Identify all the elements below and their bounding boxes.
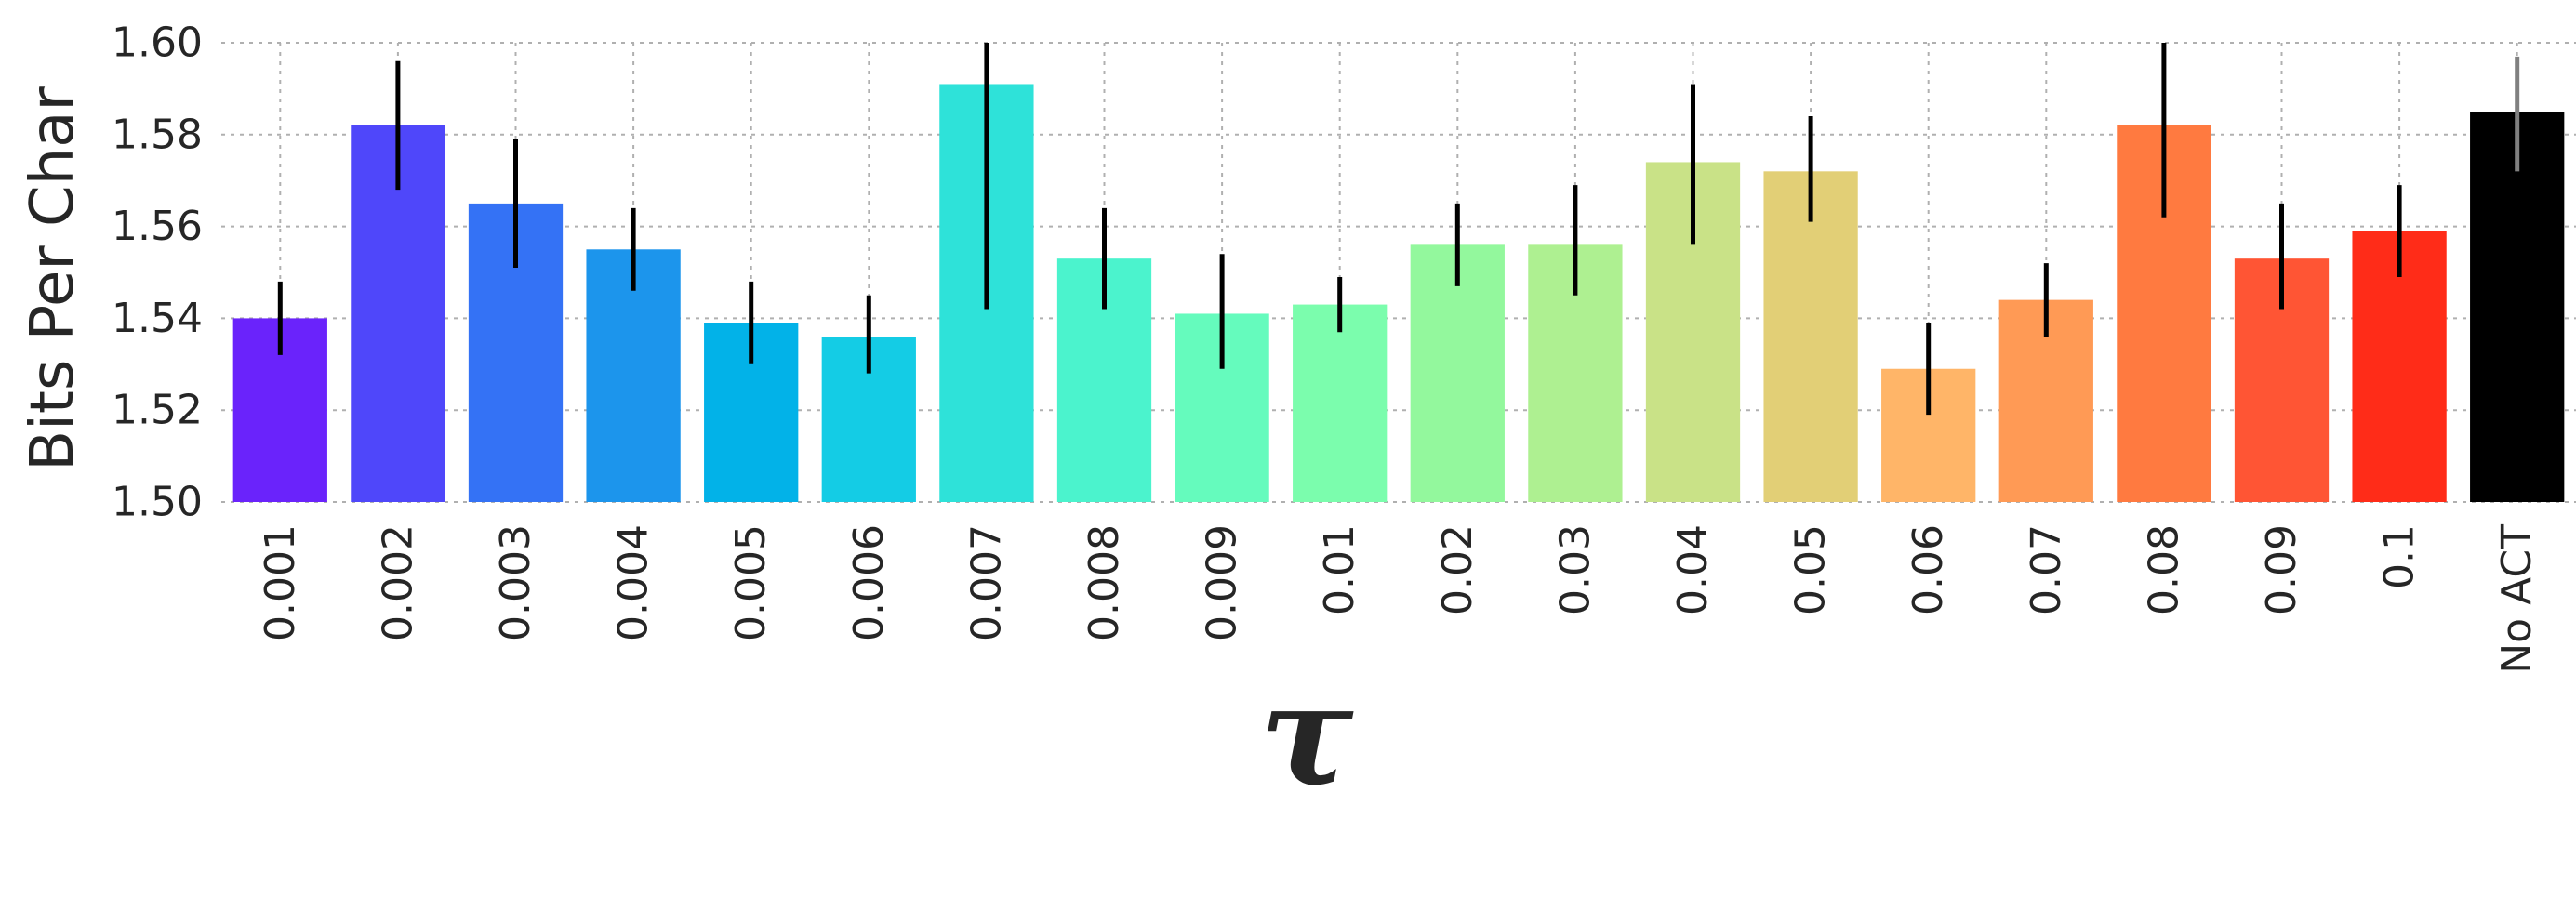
x-tick-label: 0.009 (1199, 524, 1246, 641)
bar (1293, 304, 1388, 502)
x-tick-label: No ACT (2493, 524, 2541, 674)
y-tick-labels: 1.50 1.52 1.54 1.56 1.58 1.60 (112, 20, 203, 526)
bar (2470, 112, 2565, 502)
x-tick-label: 0.1 (2376, 524, 2423, 589)
x-tick-label: 0.005 (727, 524, 775, 641)
y-tick-label: 1.58 (112, 111, 203, 158)
bar (1410, 244, 1505, 502)
x-tick-label: 0.007 (963, 524, 1010, 641)
x-tick-label: 0.003 (492, 524, 539, 641)
x-tick-label: 0.002 (374, 524, 421, 641)
bars (232, 84, 2565, 503)
x-tick-label: 0.01 (1316, 524, 1363, 615)
x-tick-label: 0.08 (2140, 524, 2187, 615)
x-tick-label: 0.004 (610, 524, 657, 641)
x-tick-label: 0.03 (1551, 524, 1599, 615)
y-tick-label: 1.56 (112, 203, 203, 250)
x-axis-title: τ (1260, 653, 1354, 817)
x-tick-label: 0.04 (1669, 524, 1717, 615)
x-tick-label: 0.001 (257, 524, 304, 641)
y-tick-label: 1.54 (112, 295, 203, 342)
bar (1763, 171, 1858, 502)
x-tick-label: 0.09 (2258, 524, 2305, 615)
y-tick-label: 1.60 (112, 20, 203, 67)
x-tick-labels: 0.001 0.002 0.003 0.004 0.005 0.006 0.007 0.008… (257, 524, 2541, 674)
y-tick-label: 1.52 (112, 387, 203, 434)
y-axis-title: Bits Per Char (19, 86, 87, 471)
x-tick-label: 0.05 (1787, 524, 1835, 615)
y-tick-label: 1.50 (112, 479, 203, 526)
error-bars (277, 43, 2520, 416)
x-tick-label: 0.008 (1081, 524, 1128, 641)
x-tick-label: 0.06 (1905, 524, 1952, 615)
grid (221, 42, 2576, 503)
x-tick-label: 0.07 (2023, 524, 2070, 615)
x-tick-label: 0.006 (845, 524, 893, 641)
x-tick-label: 0.02 (1434, 524, 1481, 615)
bar (586, 249, 681, 502)
